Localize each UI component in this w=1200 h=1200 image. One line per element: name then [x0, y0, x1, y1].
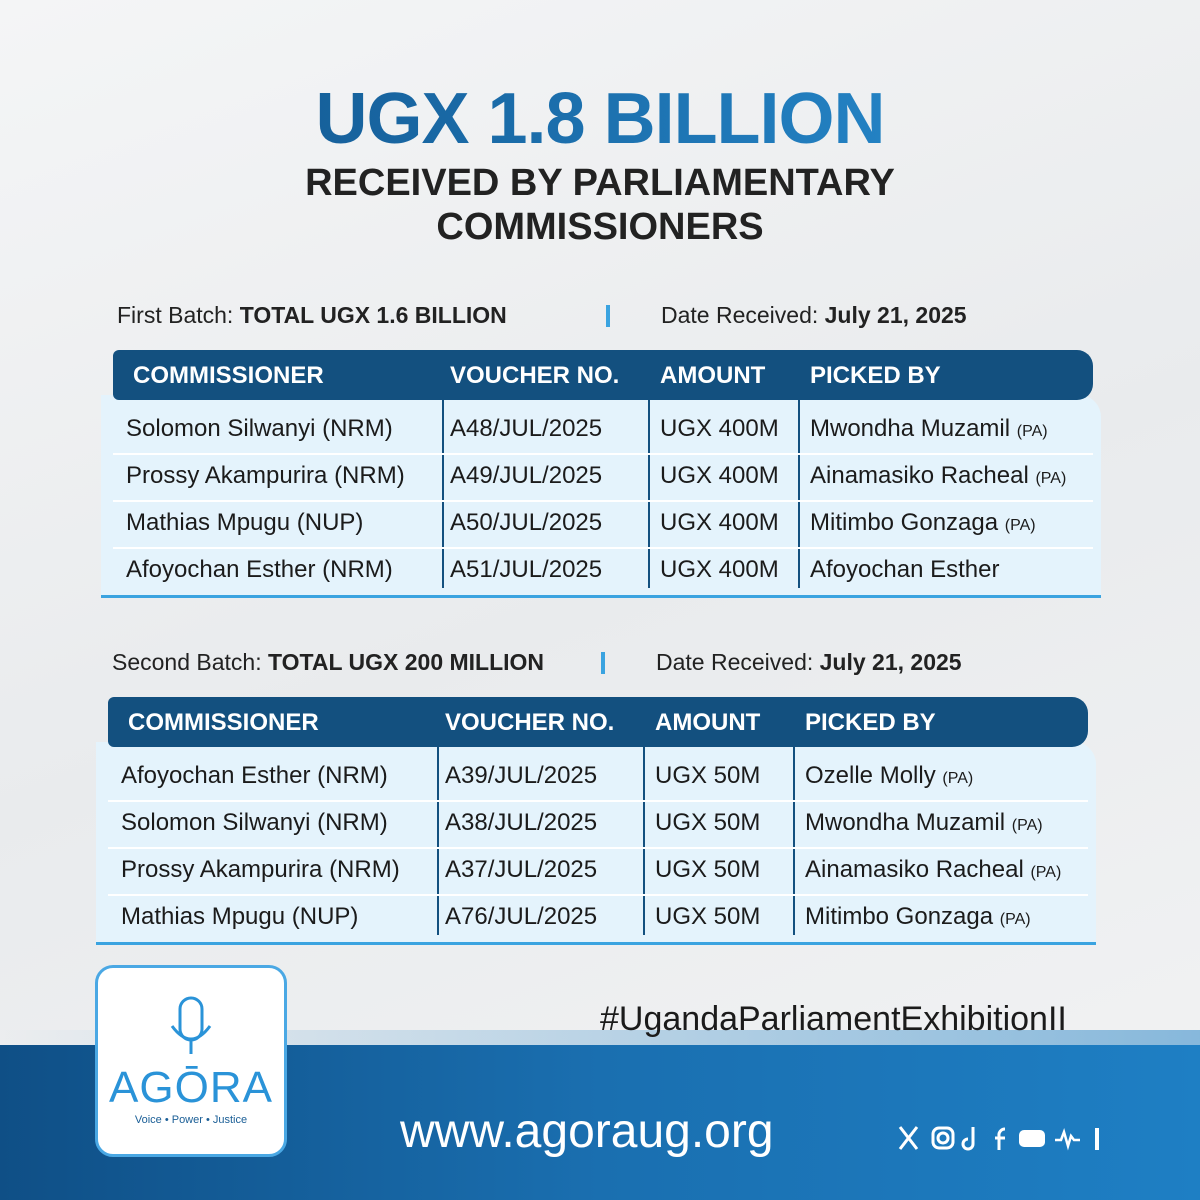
column-divider	[442, 365, 444, 588]
table-cell: UGX 400M	[660, 556, 779, 583]
column-header: PICKED BY	[810, 362, 941, 389]
column-divider	[437, 712, 439, 935]
role: (PA)	[942, 770, 974, 787]
table-cell: Afoyochan Esther (NRM)	[121, 762, 388, 789]
table-cell: Prossy Akampurira (NRM)	[121, 856, 400, 883]
table-cell: A48/JUL/2025	[450, 415, 603, 442]
table-bottom-line	[96, 942, 1096, 945]
table-cell: UGX 400M	[660, 509, 779, 536]
table-cell: Mwondha Muzamil (PA)	[810, 415, 1048, 442]
row-divider	[113, 547, 1093, 549]
row-divider	[108, 847, 1088, 849]
role: (PA)	[1016, 423, 1048, 440]
row-divider	[108, 894, 1088, 896]
role: (PA)	[999, 911, 1031, 928]
table-cell: Mitimbo Gonzaga (PA)	[810, 509, 1036, 536]
column-divider	[798, 365, 800, 588]
table-cell: A38/JUL/2025	[445, 809, 598, 836]
table-cell: UGX 50M	[655, 809, 761, 836]
table-cell: UGX 400M	[660, 415, 779, 442]
logo-text: AGŌRA	[109, 1063, 273, 1112]
row-divider	[113, 453, 1093, 455]
column-divider	[793, 712, 795, 935]
table-cell: A51/JUL/2025	[450, 556, 603, 583]
column-header: AMOUNT	[660, 362, 766, 389]
table-cell: UGX 50M	[655, 903, 761, 930]
table-cell: A39/JUL/2025	[445, 762, 598, 789]
table-cell: A37/JUL/2025	[445, 856, 598, 883]
batch-total: TOTAL UGX 1.6 BILLION	[239, 302, 507, 328]
table-cell: Solomon Silwanyi (NRM)	[121, 809, 388, 836]
column-header: PICKED BY	[805, 709, 936, 736]
table-cell: Mathias Mpugu (NUP)	[121, 903, 359, 930]
table-cell: Mwondha Muzamil (PA)	[805, 809, 1043, 836]
role: (PA)	[1030, 864, 1062, 881]
batch-label: Second Batch:	[112, 649, 262, 675]
table-cell: UGX 50M	[655, 856, 761, 883]
website[interactable]: www.agoraug.org	[400, 1105, 774, 1158]
date-label: Date Received:	[661, 302, 819, 328]
table-cell: Ainamasiko Racheal (PA)	[805, 856, 1062, 883]
table-cell: Afoyochan Esther (NRM)	[126, 556, 393, 583]
table-header	[108, 697, 1088, 747]
column-header: VOUCHER NO.	[445, 709, 615, 736]
table-header	[113, 350, 1093, 400]
row-divider	[113, 500, 1093, 502]
table-body	[96, 742, 1096, 944]
social-icons	[898, 1126, 1099, 1151]
role: (PA)	[1011, 817, 1043, 834]
hashtag: #UgandaParliamentExhibitionII	[600, 1000, 1067, 1038]
table-cell: Ozelle Molly (PA)	[805, 762, 974, 789]
table-cell: Afoyochan Esther	[810, 556, 1000, 583]
table-cell: UGX 400M	[660, 462, 779, 489]
column-divider	[643, 712, 645, 935]
row-divider	[108, 800, 1088, 802]
table-cell: A50/JUL/2025	[450, 509, 603, 536]
date-label: Date Received:	[656, 649, 814, 675]
batch-total: TOTAL UGX 200 MILLION	[268, 649, 545, 675]
batch-info: Second Batch: TOTAL UGX 200 MILLION	[112, 649, 544, 676]
date-info: Date Received: July 21, 2025	[656, 649, 962, 676]
table-bottom-line	[101, 595, 1101, 598]
column-header: AMOUNT	[655, 709, 761, 736]
subtitle: RECEIVED BY PARLIAMENTARY	[305, 162, 895, 204]
table-cell: Prossy Akampurira (NRM)	[126, 462, 405, 489]
batch-info: First Batch: TOTAL UGX 1.6 BILLION	[117, 302, 507, 329]
batch-label: First Batch:	[117, 302, 234, 328]
table-cell: Mitimbo Gonzaga (PA)	[805, 903, 1031, 930]
table-cell: A76/JUL/2025	[445, 903, 598, 930]
date-info: Date Received: July 21, 2025	[661, 302, 967, 329]
table-cell: UGX 50M	[655, 762, 761, 789]
table-cell: Ainamasiko Racheal (PA)	[810, 462, 1067, 489]
table-body	[101, 395, 1101, 597]
date: July 21, 2025	[819, 649, 962, 675]
role: (PA)	[1004, 517, 1036, 534]
separator	[606, 305, 610, 327]
title: UGX 1.8 BILLION	[0, 78, 1200, 160]
column-header: COMMISSIONER	[128, 709, 319, 736]
separator	[601, 652, 605, 674]
logo-icon	[170, 996, 212, 1054]
column-header: VOUCHER NO.	[450, 362, 620, 389]
table-cell: A49/JUL/2025	[450, 462, 603, 489]
logo: AGŌRA Voice • Power • Justice	[95, 965, 287, 1157]
subtitle: COMMISSIONERS	[436, 206, 764, 248]
role: (PA)	[1035, 470, 1067, 487]
table-cell: Solomon Silwanyi (NRM)	[126, 415, 393, 442]
date: July 21, 2025	[824, 302, 967, 328]
logo-tagline: Voice • Power • Justice	[134, 1114, 248, 1126]
column-header: COMMISSIONER	[133, 362, 324, 389]
column-divider	[648, 365, 650, 588]
table-cell: Mathias Mpugu (NUP)	[126, 509, 364, 536]
